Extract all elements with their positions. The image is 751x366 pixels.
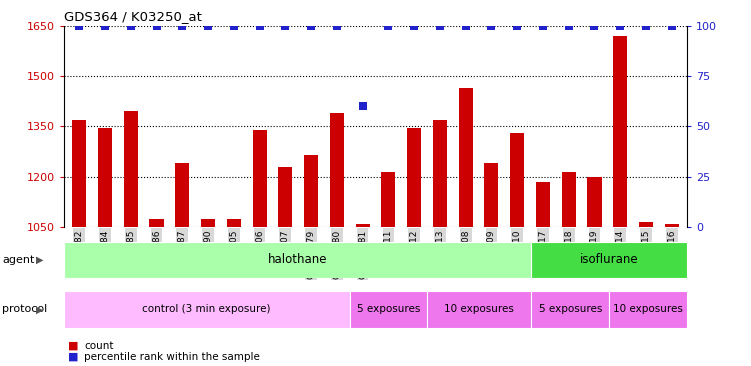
Bar [532, 242, 687, 278]
Bar [227, 219, 241, 227]
Bar [330, 113, 344, 227]
Bar [355, 224, 369, 227]
Text: count: count [84, 341, 113, 351]
Point [665, 23, 677, 29]
Point [562, 23, 575, 29]
Point [614, 23, 626, 29]
Point [357, 103, 369, 109]
Text: ▶: ▶ [36, 304, 44, 314]
Bar [562, 172, 576, 227]
Text: halothane: halothane [268, 253, 327, 266]
Bar [252, 130, 267, 227]
Point [150, 23, 162, 29]
Bar [536, 182, 550, 227]
Bar [433, 120, 447, 227]
Bar [613, 36, 627, 227]
Bar [665, 224, 679, 227]
Bar [407, 128, 421, 227]
Bar [279, 167, 292, 227]
Point [485, 23, 497, 29]
Bar [98, 128, 112, 227]
Bar [304, 155, 318, 227]
Bar [484, 163, 499, 227]
Text: ▶: ▶ [36, 255, 44, 265]
Point [589, 23, 601, 29]
Bar [349, 291, 427, 328]
Text: percentile rank within the sample: percentile rank within the sample [84, 352, 260, 362]
Point [125, 23, 137, 29]
Bar [64, 291, 349, 328]
Bar [124, 111, 138, 227]
Bar [639, 222, 653, 227]
Text: control (3 min exposure): control (3 min exposure) [143, 304, 271, 314]
Text: agent: agent [2, 255, 35, 265]
Bar [532, 291, 609, 328]
Bar [72, 120, 86, 227]
Point [202, 23, 214, 29]
Bar [609, 291, 687, 328]
Point [279, 23, 291, 29]
Text: ■: ■ [68, 341, 78, 351]
Point [434, 23, 446, 29]
Point [99, 23, 111, 29]
Point [74, 23, 86, 29]
Text: ■: ■ [68, 352, 78, 362]
Text: GDS364 / K03250_at: GDS364 / K03250_at [64, 10, 202, 23]
Text: 5 exposures: 5 exposures [357, 304, 420, 314]
Bar [382, 172, 396, 227]
Text: isoflurane: isoflurane [580, 253, 638, 266]
Point [511, 23, 523, 29]
Point [640, 23, 652, 29]
Point [408, 23, 420, 29]
Text: 10 exposures: 10 exposures [445, 304, 514, 314]
Point [254, 23, 266, 29]
Bar [201, 219, 215, 227]
Point [331, 23, 343, 29]
Point [305, 23, 317, 29]
Bar [427, 291, 532, 328]
Point [228, 23, 240, 29]
Point [382, 23, 394, 29]
Text: 10 exposures: 10 exposures [614, 304, 683, 314]
Point [460, 23, 472, 29]
Text: 5 exposures: 5 exposures [538, 304, 602, 314]
Text: protocol: protocol [2, 304, 47, 314]
Bar [175, 163, 189, 227]
Bar [587, 176, 602, 227]
Bar [510, 133, 524, 227]
Bar [459, 88, 472, 227]
Point [176, 23, 189, 29]
Bar [64, 242, 532, 278]
Point [537, 23, 549, 29]
Bar [149, 219, 164, 227]
